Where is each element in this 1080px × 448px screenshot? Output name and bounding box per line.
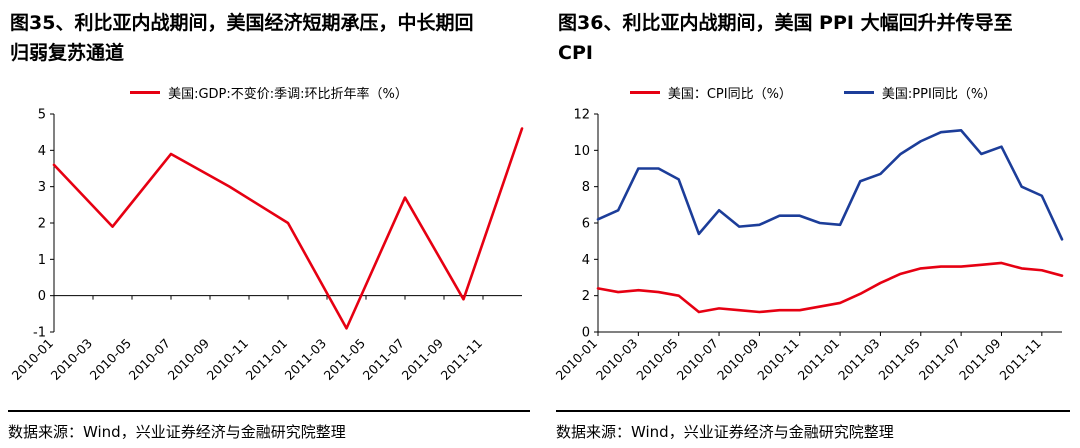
legend-label: 美国:PPI同比（%） [881,86,997,102]
svg-text:2011-03: 2011-03 [835,336,883,384]
figure-35-legend: 美国:GDP:不变价:季调:环比折年率（%） [8,82,530,102]
figure-36-footer: 数据来源：Wind，兴业证券经济与金融研究院整理 [556,410,1070,448]
data-source-text: 数据来源：Wind，兴业证券经济与金融研究院整理 [8,423,346,441]
legend-label: 美国:GDP:不变价:季调:环比折年率（%） [168,86,408,102]
figure-36-title: 图36、利比亚内战期间，美国 PPI 大幅回升并传导至 CPI [558,12,1013,64]
svg-text:2010-09: 2010-09 [714,335,762,383]
svg-text:2011-03: 2011-03 [282,336,330,384]
svg-text:3: 3 [38,180,46,195]
svg-text:2: 2 [582,289,590,304]
svg-text:2: 2 [38,217,46,232]
figure-35-title: 图35、利比亚内战期间，美国经济短期承压，中长期回归弱复苏通道 [10,12,474,64]
svg-text:2010-11: 2010-11 [754,336,802,384]
svg-text:2010-05: 2010-05 [87,336,135,384]
legend-line-swatch [130,90,161,94]
svg-text:1: 1 [38,253,46,268]
svg-text:2011-07: 2011-07 [360,336,408,384]
svg-text:2011-05: 2011-05 [875,336,923,384]
svg-text:0: 0 [38,289,46,304]
svg-text:0: 0 [582,326,590,341]
svg-text:4: 4 [38,144,46,159]
svg-text:6: 6 [582,217,590,232]
svg-text:8: 8 [582,180,590,195]
svg-text:2011-05: 2011-05 [321,336,369,384]
figure-35-footer: 数据来源：Wind，兴业证券经济与金融研究院整理 [8,410,530,448]
footer-divider [8,410,530,412]
svg-text:4: 4 [582,253,590,268]
svg-text:2010-05: 2010-05 [633,336,681,384]
svg-text:2011-11: 2011-11 [996,336,1044,384]
legend-item-gdp: 美国:GDP:不变价:季调:环比折年率（%） [130,83,408,102]
figure-36-panel: 图36、利比亚内战期间，美国 PPI 大幅回升并传导至 CPI 美国：CPI同比… [540,0,1080,448]
svg-text:2010-03: 2010-03 [48,336,96,384]
svg-text:2010-07: 2010-07 [674,336,722,384]
svg-text:5: 5 [38,108,46,123]
footer-divider [556,410,1070,412]
figure-35-panel: 图35、利比亚内战期间，美国经济短期承压，中长期回归弱复苏通道 美国:GDP:不… [8,12,530,448]
svg-text:2011-07: 2011-07 [916,336,964,384]
svg-text:12: 12 [573,108,590,123]
svg-text:2011-01: 2011-01 [243,336,291,384]
legend-label: 美国：CPI同比（%） [667,86,792,102]
figure-36-legend: 美国：CPI同比（%） 美国:PPI同比（%） [556,82,1070,102]
svg-text:10: 10 [573,144,590,159]
svg-text:2011-09: 2011-09 [399,335,447,383]
legend-item-cpi: 美国：CPI同比（%） [629,83,792,102]
svg-text:2011-09: 2011-09 [956,335,1004,383]
gdp-line-chart: -10123452010-012010-032010-052010-072010… [9,108,524,384]
legend-line-swatch [629,90,660,94]
data-source-text: 数据来源：Wind，兴业证券经济与金融研究院整理 [556,423,894,441]
svg-text:2010-11: 2010-11 [204,336,252,384]
cpi-ppi-line-chart: 0246810122010-012010-032010-052010-07201… [553,108,1064,384]
svg-text:2011-11: 2011-11 [438,336,486,384]
svg-text:2011-01: 2011-01 [795,336,843,384]
svg-text:2010-03: 2010-03 [593,336,641,384]
svg-text:2010-01: 2010-01 [9,336,57,384]
svg-text:-1: -1 [33,326,46,341]
legend-item-ppi: 美国:PPI同比（%） [843,83,997,102]
svg-text:2010-09: 2010-09 [165,335,213,383]
svg-text:2010-07: 2010-07 [126,336,174,384]
legend-line-swatch [843,90,874,94]
svg-text:2010-01: 2010-01 [553,336,601,384]
